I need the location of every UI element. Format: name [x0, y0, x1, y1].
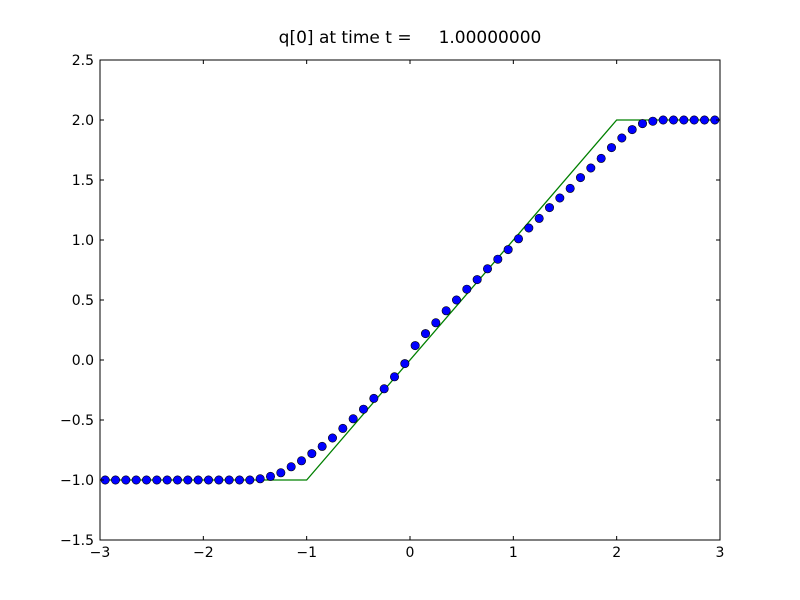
data-point [286, 462, 296, 472]
data-point [441, 306, 451, 316]
data-point [544, 203, 554, 213]
data-point [565, 183, 575, 193]
y-tick-label: 2.5 [72, 53, 94, 69]
data-point [152, 475, 162, 485]
data-point [204, 475, 214, 485]
y-tick-label: 1.5 [72, 173, 94, 189]
x-tick-label: 2 [612, 545, 621, 561]
data-point [575, 173, 585, 183]
data-point [400, 359, 410, 369]
y-tick-label: 0.5 [72, 293, 94, 309]
data-point [307, 449, 317, 459]
data-point [142, 475, 152, 485]
data-point [358, 404, 368, 414]
x-tick-label: 3 [716, 545, 725, 561]
data-point [245, 475, 255, 485]
y-tick-label: 2.0 [72, 113, 94, 129]
data-point [379, 384, 389, 394]
data-point [637, 119, 647, 129]
data-point [524, 223, 534, 233]
y-tick-label: −0.5 [60, 413, 94, 429]
data-point [451, 295, 461, 305]
data-point [586, 163, 596, 173]
data-point [648, 116, 658, 126]
data-point [658, 115, 668, 125]
data-point [699, 115, 709, 125]
data-point [420, 329, 430, 339]
data-point [183, 475, 193, 485]
data-point [503, 245, 513, 255]
data-point [689, 115, 699, 125]
data-point [235, 475, 245, 485]
data-point [513, 234, 523, 244]
data-point [462, 284, 472, 294]
data-point [255, 474, 265, 484]
data-point [679, 115, 689, 125]
y-tick-label: 1.0 [72, 233, 94, 249]
data-point [472, 275, 482, 285]
data-point [493, 254, 503, 264]
data-point [338, 423, 348, 433]
y-tick-label: 0.0 [72, 353, 94, 369]
data-point [193, 475, 203, 485]
y-tick-label: −1.0 [60, 473, 94, 489]
x-tick-label: −2 [193, 545, 214, 561]
data-point [265, 471, 275, 481]
data-point [431, 318, 441, 328]
data-point [224, 475, 234, 485]
data-point [348, 414, 358, 424]
data-point [369, 393, 379, 403]
data-point [173, 475, 183, 485]
data-point [296, 456, 306, 466]
data-point [327, 433, 337, 443]
data-point [410, 341, 420, 351]
data-point [162, 475, 172, 485]
data-point [606, 143, 616, 153]
data-point [627, 125, 637, 135]
data-point [111, 475, 121, 485]
x-tick-label: −1 [296, 545, 317, 561]
data-point [617, 133, 627, 143]
x-tick-label: 1 [509, 545, 518, 561]
chart-title: q[0] at time t = 1.00000000 [279, 28, 542, 48]
y-tick-label: −1.5 [60, 533, 94, 549]
data-line [100, 119, 720, 481]
data-point [131, 475, 141, 485]
data-point [482, 264, 492, 274]
data-point [534, 213, 544, 223]
data-point [596, 153, 606, 163]
data-point [121, 475, 131, 485]
data-point [389, 372, 399, 382]
x-tick-label: 0 [406, 545, 415, 561]
data-point [668, 115, 678, 125]
x-tick-label: −3 [90, 545, 111, 561]
data-point [317, 441, 327, 451]
data-point [555, 193, 565, 203]
data-point [214, 475, 224, 485]
data-point [276, 468, 286, 478]
